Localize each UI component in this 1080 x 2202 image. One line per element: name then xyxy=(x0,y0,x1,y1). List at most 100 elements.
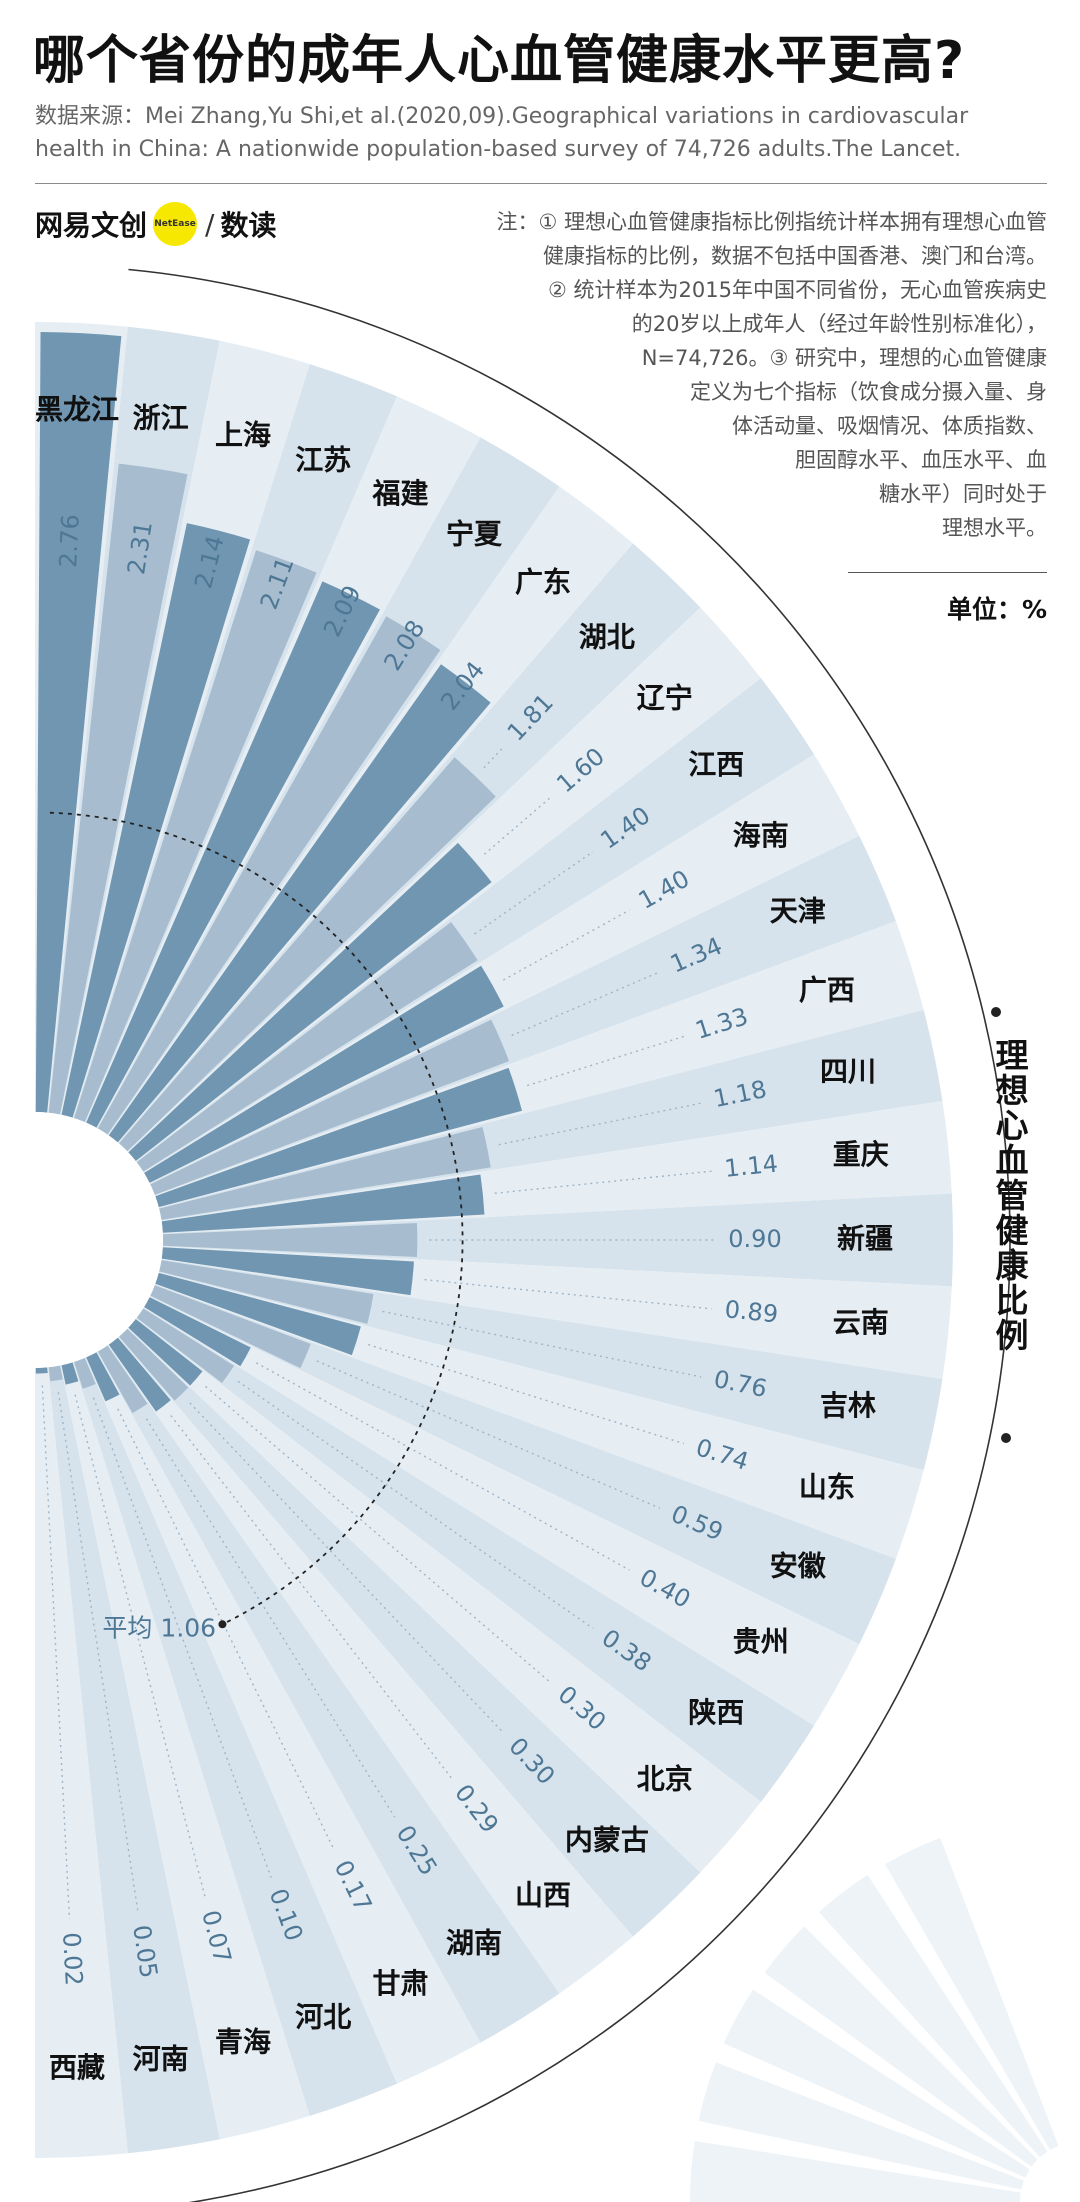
province-label: 江苏 xyxy=(295,444,351,477)
province-label: 广东 xyxy=(515,566,571,599)
sector-background xyxy=(73,1357,398,2116)
province-label: 辽宁 xyxy=(637,681,693,714)
bar xyxy=(48,1365,63,1382)
bar xyxy=(118,1328,189,1401)
province-label: 北京 xyxy=(637,1763,693,1796)
province-label: 西藏 xyxy=(49,2051,105,2084)
province-label: 新疆 xyxy=(837,1222,893,1255)
brand-name-left: 网易文创 xyxy=(35,209,148,242)
province-label: 河北 xyxy=(295,2000,351,2033)
leader-line xyxy=(483,796,552,855)
brand-logo: 网易文创 NetEase / 数读 xyxy=(35,198,276,250)
leader-line xyxy=(474,850,594,935)
data-source-line-1: 数据来源：Mei Zhang,Yu Shi,et al.(2020,09).Ge… xyxy=(35,104,969,129)
province-label: 海南 xyxy=(733,819,789,852)
bar xyxy=(159,1260,374,1324)
average-marker-dot xyxy=(218,1620,227,1629)
province-label: 甘肃 xyxy=(373,1967,429,2000)
province-label: 重庆 xyxy=(833,1138,889,1171)
province-label: 内蒙古 xyxy=(565,1824,649,1857)
header-divider xyxy=(35,183,1047,184)
province-label: 山西 xyxy=(515,1878,571,1911)
bar xyxy=(136,1308,234,1383)
footnote-line: ② 统计样本为2015年中国不同省份，无心血管疾病史 xyxy=(548,278,1047,302)
leader-line xyxy=(205,1385,552,1684)
sector-background xyxy=(149,1284,896,1645)
outer-guide-arc xyxy=(128,268,1011,2202)
bar xyxy=(128,1318,203,1386)
province-label: 上海 xyxy=(215,418,271,451)
bar xyxy=(161,1247,414,1296)
province-label: 贵州 xyxy=(733,1625,789,1658)
bar xyxy=(155,1272,361,1356)
sector-background xyxy=(136,1307,815,1802)
bar xyxy=(74,1357,96,1389)
province-label: 天津 xyxy=(770,895,826,928)
province-label: 福建 xyxy=(372,477,429,510)
province-label: 陕西 xyxy=(688,1696,744,1729)
sector-background xyxy=(162,1193,954,1287)
bars xyxy=(35,332,523,1414)
leader-line xyxy=(57,1392,139,1913)
bar xyxy=(159,1127,491,1220)
bar xyxy=(61,523,251,1118)
bar xyxy=(61,1362,79,1385)
value-label: 0.02 xyxy=(57,1932,88,1987)
decorative-fan-sector xyxy=(819,1874,1048,2158)
unit-label: 单位：% xyxy=(946,595,1047,624)
leader-line xyxy=(494,1170,712,1194)
footnote-line: 健康指标的比例，数据不包括中国香港、澳门和台湾。 xyxy=(543,244,1047,268)
value-label: 1.14 xyxy=(723,1150,779,1183)
footnote-line: 糖水平）同时处于 xyxy=(879,482,1047,506)
sector-background xyxy=(47,1365,220,2154)
bar xyxy=(162,1222,418,1258)
bar xyxy=(118,757,496,1152)
leader-line xyxy=(92,1397,272,1878)
province-label: 宁夏 xyxy=(446,518,503,551)
province-label: 山东 xyxy=(799,1470,855,1503)
province-label: 青海 xyxy=(215,2026,271,2059)
sector-background xyxy=(60,1362,310,2140)
decorative-fan-sector xyxy=(723,1989,1030,2178)
average-arc xyxy=(49,811,464,1626)
province-label: 江西 xyxy=(688,748,744,781)
leader-line xyxy=(170,1415,452,1779)
sector-background xyxy=(35,1367,128,2158)
leader-line xyxy=(498,1102,702,1146)
bar xyxy=(155,1067,523,1208)
bar xyxy=(161,1174,485,1233)
bar xyxy=(136,922,478,1172)
bar xyxy=(108,664,491,1143)
province-label: 安徽 xyxy=(770,1549,827,1582)
province-label: 湖北 xyxy=(579,620,635,653)
bar xyxy=(150,1285,311,1369)
sector-background xyxy=(97,1345,560,2043)
footnote: 注：① 理想心血管健康指标比例指统计样本拥有理想心血管 健康指标的比例，数据不包… xyxy=(497,205,1048,545)
leader-line xyxy=(424,1278,712,1310)
bar xyxy=(86,581,380,1128)
bar xyxy=(74,550,317,1123)
decorative-fan-sector xyxy=(698,2062,1024,2190)
bar xyxy=(144,965,504,1183)
leader-line xyxy=(189,1402,505,1734)
footnote-line: 定义为七个指标（饮食成分摄入量、身 xyxy=(690,380,1047,404)
bar xyxy=(35,332,122,1113)
brand-name-right: 数读 xyxy=(220,209,277,242)
bar xyxy=(86,1352,120,1402)
leader-line xyxy=(367,1343,685,1445)
page-title: 哪个省份的成年人心血管健康水平更高? xyxy=(33,31,966,91)
axis-marker-dot xyxy=(991,1007,1001,1017)
footnote-line: 理想水平。 xyxy=(942,516,1047,540)
bar xyxy=(128,842,492,1162)
leader-line xyxy=(503,909,630,981)
brand-slash: / xyxy=(205,207,215,241)
value-label: 0.90 xyxy=(728,1225,781,1253)
decorative-fan-sector xyxy=(764,1926,1038,2167)
sector-background xyxy=(143,1296,860,1726)
bar xyxy=(144,1297,251,1367)
leader-lines xyxy=(41,746,715,1920)
sector-background xyxy=(118,1328,701,1937)
leader-line xyxy=(117,1408,336,1851)
decorative-fan-sector xyxy=(885,1837,1059,2151)
